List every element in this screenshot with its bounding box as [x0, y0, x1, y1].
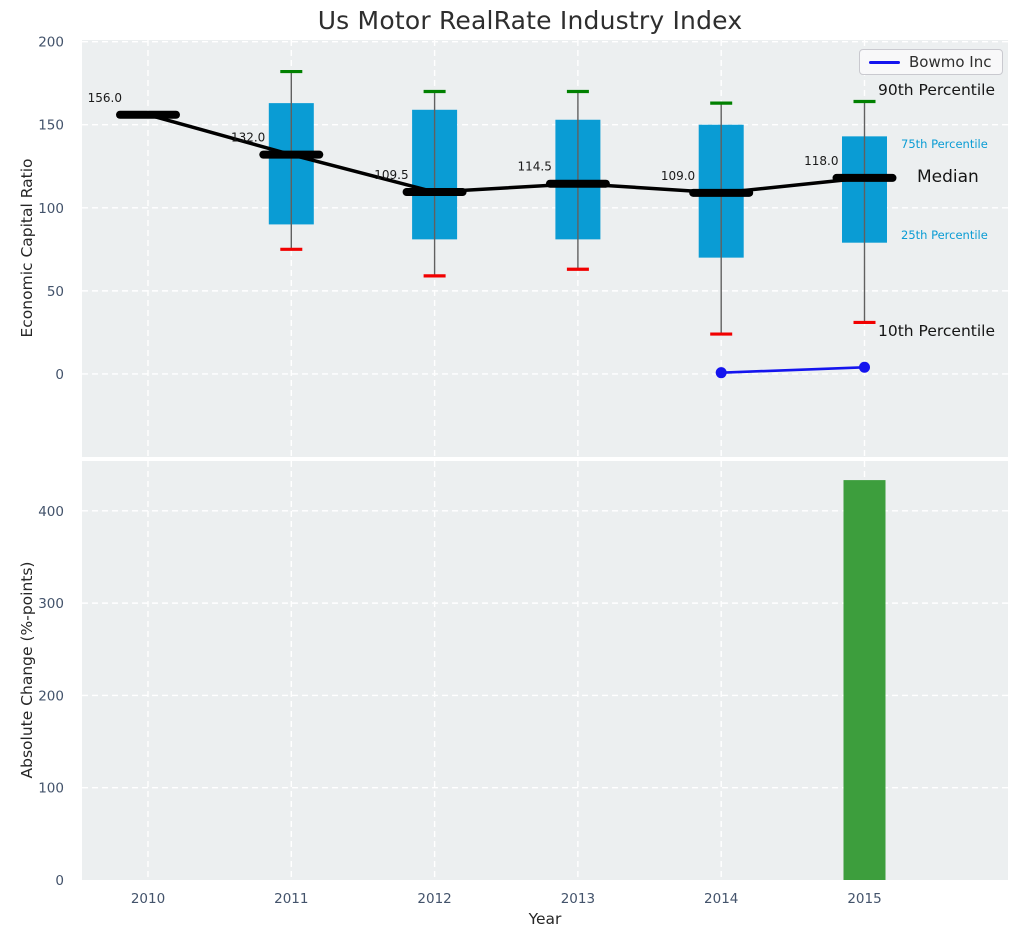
box-2011 [268, 69, 314, 251]
median-value-annotation: 132.0 [231, 131, 265, 145]
x-tick-year: 2011 [274, 891, 308, 907]
y-tick-top: 200 [38, 35, 64, 51]
y-tick-bottom: 200 [38, 688, 64, 704]
bowmo-point [859, 361, 870, 373]
bowmo-line [721, 365, 865, 374]
label-median: Median [917, 167, 979, 187]
x-tick-year: 2015 [847, 891, 881, 907]
median-value-annotation: 109.0 [661, 169, 695, 183]
chart-title: Us Motor RealRate Industry Index [317, 6, 743, 35]
y-tick-top: 150 [38, 118, 64, 134]
bowmo-point [715, 367, 727, 379]
x-tick-year: 2014 [704, 891, 738, 907]
median-value-annotation: 118.0 [804, 154, 838, 168]
top-panel-background [82, 40, 1008, 457]
legend: Bowmo Inc [859, 49, 1004, 75]
x-tick-year: 2010 [131, 891, 165, 907]
y-tick-bottom: 0 [55, 873, 64, 889]
label-10th-percentile: 10th Percentile [878, 322, 996, 340]
bar-2015 [843, 480, 886, 880]
y-tick-top: 0 [55, 367, 64, 383]
legend-line-icon [869, 60, 900, 64]
legend-series-label: Bowmo Inc [909, 53, 992, 71]
box-2012 [412, 89, 458, 278]
median-value-annotation: 114.5 [518, 160, 552, 174]
x-tick-year: 2013 [561, 891, 595, 907]
x-axis-label: Year [528, 910, 562, 928]
label-75th-percentile: 75th Percentile [901, 137, 988, 151]
top-y-axis-label: Economic Capital Ratio [18, 158, 36, 338]
y-tick-bottom: 100 [38, 781, 64, 797]
box-2015 [842, 99, 887, 325]
bottom-y-axis-label: Absolute Change (%-points) [18, 561, 36, 779]
y-tick-top: 100 [38, 201, 64, 217]
axis-tick-labels: 0 50 100 150 200 0 100 200 300 400 2010 2011 2012 201… [38, 35, 881, 907]
label-90th-percentile: 90th Percentile [878, 81, 996, 99]
y-tick-bottom: 400 [38, 504, 64, 520]
y-tick-bottom: 300 [38, 596, 64, 612]
y-tick-top: 50 [47, 284, 64, 300]
median-value-annotation: 109.5 [374, 168, 408, 182]
median-value-annotation: 156.0 [88, 91, 122, 105]
x-tick-year: 2012 [417, 891, 451, 907]
label-25th-percentile: 25th Percentile [901, 228, 988, 242]
